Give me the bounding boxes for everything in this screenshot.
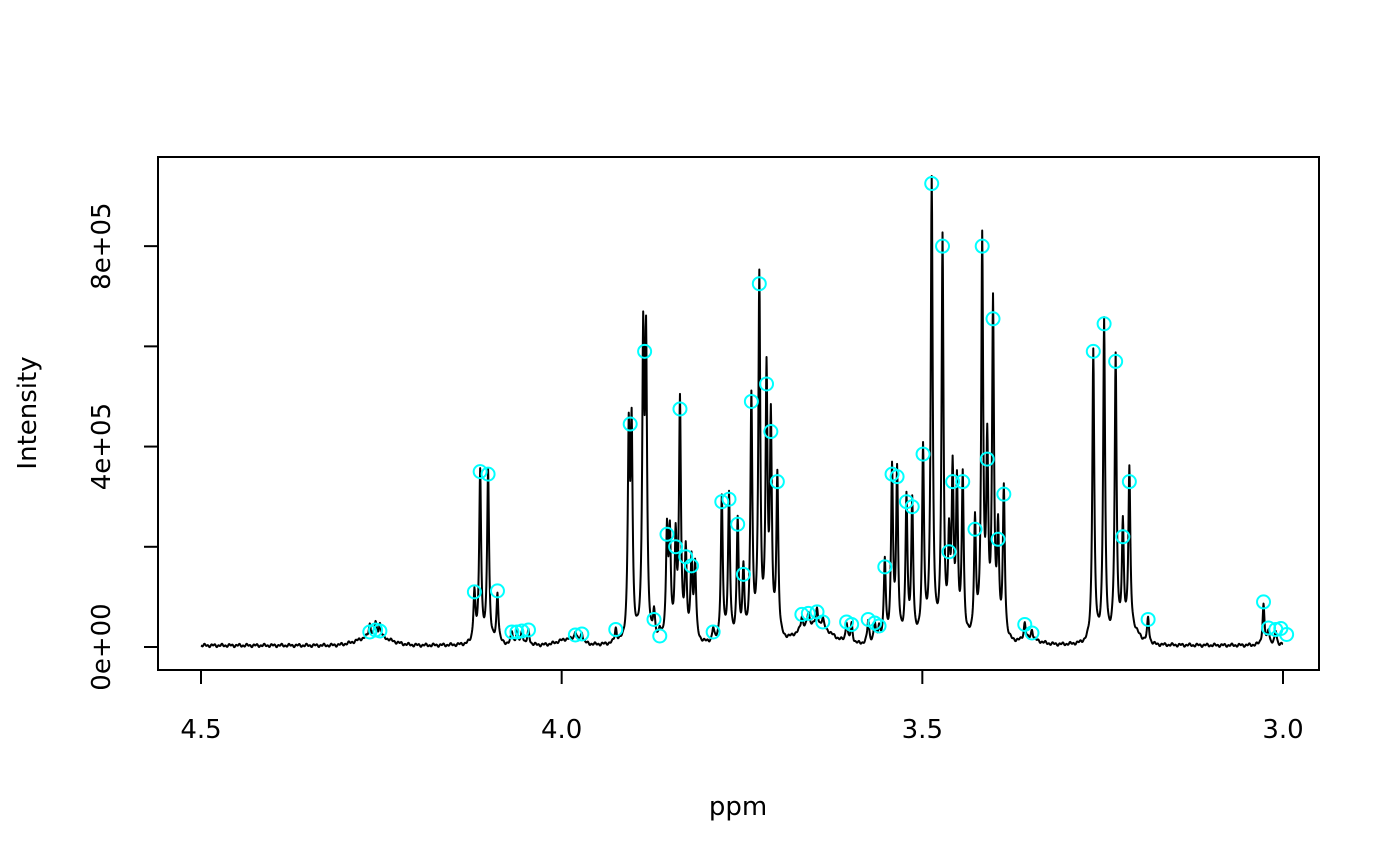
x-tick-label: 4.5 — [180, 715, 221, 745]
peak-marker — [659, 526, 675, 542]
peak-marker — [990, 531, 1006, 547]
peak-marker — [466, 584, 482, 600]
peak-marker — [567, 627, 583, 643]
peak-marker — [844, 616, 860, 632]
peak-marker — [622, 416, 638, 432]
x-tick-label: 3.0 — [1262, 715, 1303, 745]
peak-marker — [652, 628, 668, 644]
peak-marker — [979, 451, 995, 467]
y-tick-label: 8e+05 — [87, 202, 117, 289]
peak-marker — [684, 558, 700, 574]
peak-marker — [967, 521, 983, 537]
peak-marker — [608, 621, 624, 637]
peak-marker — [904, 499, 920, 515]
peak-marker — [480, 466, 496, 482]
peak-marker — [877, 559, 893, 575]
peak-marker — [1108, 353, 1124, 369]
peak-marker — [941, 544, 957, 560]
y-tick-label: 4e+05 — [87, 403, 117, 490]
peak-marker — [1024, 625, 1040, 641]
peak-marker — [735, 566, 751, 582]
peak-marker — [574, 626, 590, 642]
peak-marker — [646, 611, 662, 627]
peak-marker — [714, 494, 730, 510]
peak-marker — [815, 614, 831, 630]
peak-marker — [730, 516, 746, 532]
peak-marker — [924, 176, 940, 192]
peak-marker — [974, 238, 990, 254]
x-tick-label: 4.0 — [541, 715, 582, 745]
peak-marker — [743, 393, 759, 409]
peak-marker — [794, 606, 810, 622]
peak-marker — [751, 276, 767, 292]
spectrum-line — [200, 175, 1284, 649]
peak-marker — [763, 424, 779, 440]
peak-marker — [520, 622, 536, 638]
peak-markers — [362, 176, 1295, 644]
peak-marker — [504, 624, 520, 640]
peak-marker — [759, 376, 775, 392]
peak-marker — [1085, 343, 1101, 359]
y-axis: 0e+00 4e+05 8e+05 — [87, 202, 159, 691]
peak-marker — [472, 464, 488, 480]
peak-marker — [915, 446, 931, 462]
peak-marker — [1115, 529, 1131, 545]
peak-marker — [1121, 474, 1137, 490]
x-axis: 4.5 4.0 3.5 3.0 — [180, 669, 1304, 745]
peak-marker — [489, 583, 505, 599]
peak-marker — [1096, 316, 1112, 332]
peak-marker — [769, 474, 785, 490]
peak-marker — [945, 474, 961, 490]
peak-marker — [935, 238, 951, 254]
x-tick-label: 3.5 — [902, 715, 943, 745]
peak-marker — [672, 401, 688, 417]
peak-marker — [871, 618, 887, 634]
peak-marker — [955, 474, 971, 490]
peak-marker — [1256, 594, 1272, 610]
peak-marker — [668, 539, 684, 555]
peak-marker — [514, 623, 530, 639]
peak-marker — [637, 343, 653, 359]
peak-marker — [705, 624, 721, 640]
y-tick-label: 0e+00 — [87, 603, 117, 690]
peak-marker — [721, 491, 737, 507]
peak-marker — [800, 605, 816, 621]
y-axis-title: Intensity — [13, 356, 43, 469]
peak-marker — [1140, 611, 1156, 627]
peak-marker — [985, 311, 1001, 327]
peak-marker — [889, 469, 905, 485]
peak-marker — [996, 486, 1012, 502]
peak-marker — [1279, 626, 1295, 642]
peak-marker — [372, 623, 388, 639]
x-axis-title: ppm — [709, 792, 767, 822]
